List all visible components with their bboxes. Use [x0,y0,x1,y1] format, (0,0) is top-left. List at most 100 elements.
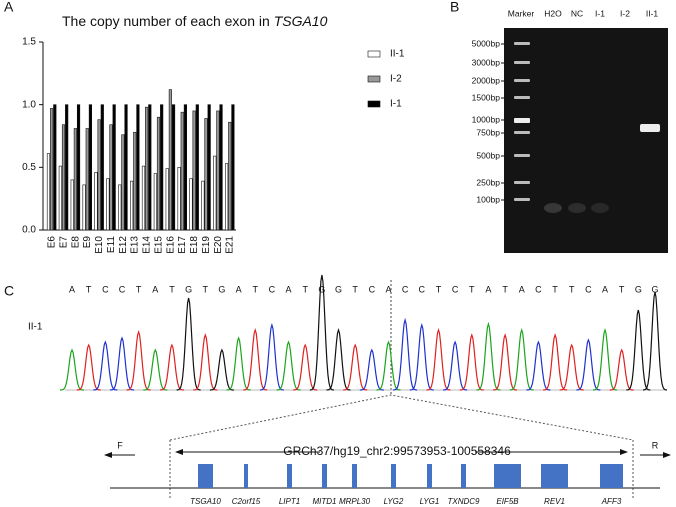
gene-label: C2orf15 [232,497,261,506]
base-call: C [269,284,276,294]
gene-box [541,464,568,488]
gene-label: EIF5B [496,497,519,506]
trace-peak [109,336,135,391]
bar [106,178,110,231]
lane-label: Marker [508,8,535,18]
gene-label: TXNDC9 [447,497,480,506]
bar [58,165,62,231]
ladder-band [514,79,530,82]
ladder-band [514,181,530,184]
sample-label: II-1 [28,322,43,333]
base-call: C [369,284,376,294]
ladder-label: 500bp [476,150,500,160]
base-call: G [318,284,325,294]
trace-peak [276,340,301,391]
trace-peak [609,348,634,391]
ladder-band [514,96,530,99]
bar [100,104,104,231]
panel-label: C [4,283,14,299]
trace-peak [93,340,118,391]
ladder-band [514,198,530,201]
base-call: C [419,284,426,294]
base-call: G [651,284,658,294]
trace-peak [309,274,334,391]
base-call: G [218,284,225,294]
gel-image [504,28,668,253]
legend-swatch [367,75,381,83]
base-call: A [519,284,525,294]
trace-peak [559,343,584,391]
ladder-label: 250bp [476,177,500,187]
gene-box [600,464,623,488]
base-call: T [569,284,575,294]
gene-label: AFF3 [601,497,622,506]
y-tick-label: 1.0 [22,99,36,110]
base-call: A [69,284,75,294]
bar [76,104,81,231]
trace-peak [193,333,218,391]
bar [109,124,113,231]
base-call: T [203,284,209,294]
bar [148,104,152,231]
x-tick-label: E20 [213,236,224,254]
gene-box [391,464,396,488]
trace-peak [626,309,651,391]
trace-peak [126,330,151,391]
legend-swatch [367,100,381,108]
bar [50,108,54,231]
trace-peak [576,338,601,391]
bar [61,124,66,231]
y-tick-label: 0.5 [22,162,36,173]
base-call: G [335,284,342,294]
bar [180,111,184,231]
gene-box [461,464,466,488]
trace-peak [259,322,284,391]
gene-label: LYG2 [384,497,404,506]
trace-peak [226,336,251,391]
lane-label: I-1 [595,8,605,18]
bar [130,180,134,231]
base-call: C [119,284,126,294]
bar [183,104,187,231]
bar [231,104,235,231]
trace-peak [409,322,434,391]
base-call: C [102,284,109,294]
x-tick-label: E6 [47,236,58,249]
trace-peak [459,333,484,391]
y-tick-label: 1.5 [22,37,36,48]
x-tick-label: E11 [106,236,117,253]
ladder-band [514,61,530,64]
ladder-label: 5000bp [472,38,501,48]
trace-peak [443,340,468,391]
base-call: A [485,284,491,294]
x-tick-label: E13 [130,236,141,254]
ladder-band [514,118,530,123]
trace-peak [343,343,368,391]
x-tick-label: E19 [201,236,212,254]
panel-label: A [4,0,14,15]
trace-peak [326,327,351,391]
region-label: GRCh37/hg19_chr2:99573953-100558346 [283,444,511,458]
trace-peak [642,291,668,391]
ladder-label: 750bp [476,127,500,137]
trace-peak [359,348,384,391]
trace-peak [393,317,418,391]
x-tick-label: E14 [142,236,153,254]
base-call: C [452,284,459,294]
gene-box [352,464,357,488]
trace-peak [143,348,168,391]
bar [168,89,172,231]
trace-peak [509,327,534,391]
base-call: T [552,284,558,294]
primer-label: F [117,440,123,450]
bar [228,121,232,231]
bar [156,116,161,231]
base-call: G [185,284,192,294]
primer-dimer [591,203,609,213]
ladder-label: 1500bp [472,92,501,102]
trace-peak [543,333,568,391]
lane-label: II-1 [646,8,659,18]
base-call: T [136,284,142,294]
lane-label: I-2 [620,8,630,18]
